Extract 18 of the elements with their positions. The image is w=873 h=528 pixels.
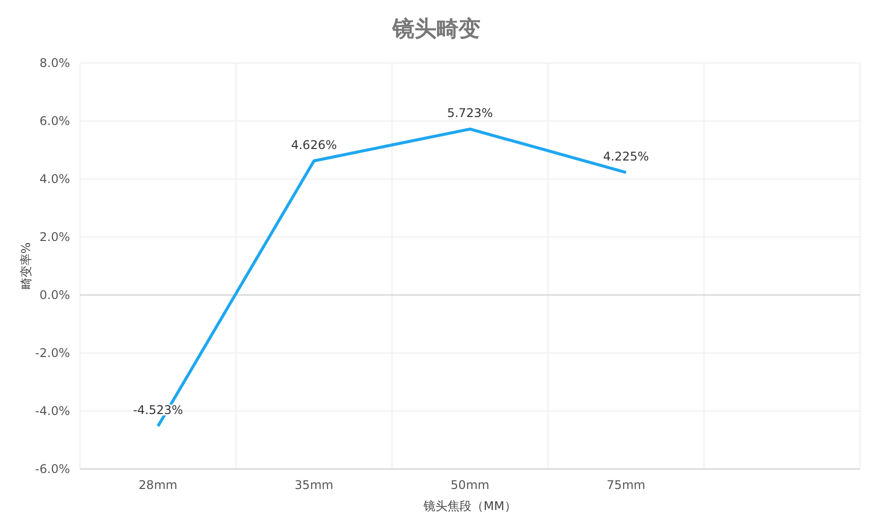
y-tick-label: 0.0% [40, 288, 70, 302]
chart-title: 镜头畸变 [392, 16, 480, 42]
x-tick-label: 28mm [138, 478, 178, 492]
y-tick-label: -6.0% [35, 462, 70, 476]
y-tick-label: -2.0% [35, 346, 70, 360]
data-label: 4.225% [603, 149, 649, 164]
x-axis-title: 镜头焦段（MM） [422, 499, 516, 513]
y-tick-label: 6.0% [40, 114, 70, 128]
y-tick-label: 2.0% [40, 230, 70, 244]
data-label: 5.723% [447, 106, 493, 120]
y-axis-title: 畸变率% [19, 242, 33, 290]
x-tick-label: 50mm [450, 478, 490, 492]
y-tick-label: -4.0% [35, 404, 70, 418]
y-tick-label: 8.0% [40, 56, 70, 70]
y-tick-label: 4.0% [40, 172, 70, 186]
x-tick-label: 75mm [606, 478, 646, 492]
x-tick-label: 35mm [294, 478, 334, 492]
data-label: 4.626% [291, 138, 337, 152]
